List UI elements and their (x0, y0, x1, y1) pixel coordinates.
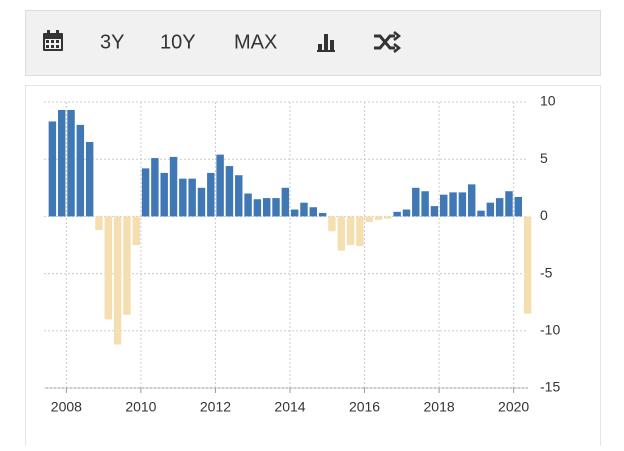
bar (48, 121, 57, 217)
bar (467, 184, 476, 217)
bar (477, 210, 485, 217)
bar (67, 110, 75, 217)
bar (505, 191, 513, 217)
bar (374, 216, 383, 220)
bar-chart-icon[interactable] (317, 34, 335, 52)
bar (281, 187, 290, 217)
y-tick-label: -10 (540, 322, 560, 338)
bar (495, 198, 504, 217)
bar (141, 168, 150, 217)
x-tick-label: 2012 (200, 399, 231, 415)
y-tick-label: 5 (540, 150, 548, 166)
bar (151, 158, 159, 217)
bar (486, 202, 495, 217)
bar (402, 209, 411, 217)
bar (85, 142, 94, 217)
bar (449, 192, 457, 217)
bar (412, 187, 420, 217)
bar (179, 178, 187, 217)
bar (132, 216, 140, 245)
bar (421, 191, 429, 217)
bar (104, 216, 113, 320)
bar (356, 216, 364, 247)
bar (169, 156, 178, 217)
bar (430, 206, 439, 217)
bar (337, 216, 345, 251)
bar (318, 212, 327, 217)
bar (458, 192, 467, 217)
x-tick-label: 2014 (274, 399, 305, 415)
x-tick-label: 2010 (125, 399, 156, 415)
bar (57, 110, 66, 217)
bar (216, 154, 224, 217)
bar (440, 194, 448, 217)
bar (235, 175, 243, 217)
calendar-icon[interactable] (43, 30, 63, 51)
bar (253, 199, 262, 217)
bar (523, 216, 532, 314)
y-tick-label: -15 (540, 379, 560, 395)
range-button[interactable]: 10Y (160, 31, 196, 53)
range-button[interactable]: MAX (234, 31, 277, 53)
bar (244, 193, 252, 217)
bar (207, 172, 215, 217)
bar (384, 216, 392, 219)
bar (346, 216, 355, 245)
x-tick-label: 2020 (498, 399, 529, 415)
toolbar (25, 10, 601, 76)
bar (95, 216, 103, 231)
bar (225, 166, 234, 217)
bar (76, 124, 85, 217)
bar (290, 209, 299, 217)
y-tick-label: 0 (540, 207, 548, 223)
range-button[interactable]: 3Y (100, 31, 124, 53)
bar (262, 198, 271, 217)
chart-panel (25, 85, 601, 451)
y-tick-label: 10 (540, 93, 556, 109)
bar (328, 216, 336, 232)
shuffle-icon[interactable] (374, 31, 402, 53)
y-tick-label: -5 (540, 264, 553, 280)
bar (300, 202, 308, 217)
x-tick-label: 2018 (424, 399, 455, 415)
x-tick-label: 2008 (51, 399, 82, 415)
bar (309, 207, 318, 217)
bar (393, 211, 401, 217)
bar (365, 216, 373, 223)
bar (514, 196, 523, 217)
bar (188, 178, 196, 217)
bar (160, 172, 168, 217)
bar (197, 187, 206, 217)
bar (123, 216, 131, 315)
bar (113, 216, 122, 345)
bar (272, 198, 280, 217)
x-tick-label: 2016 (349, 399, 380, 415)
